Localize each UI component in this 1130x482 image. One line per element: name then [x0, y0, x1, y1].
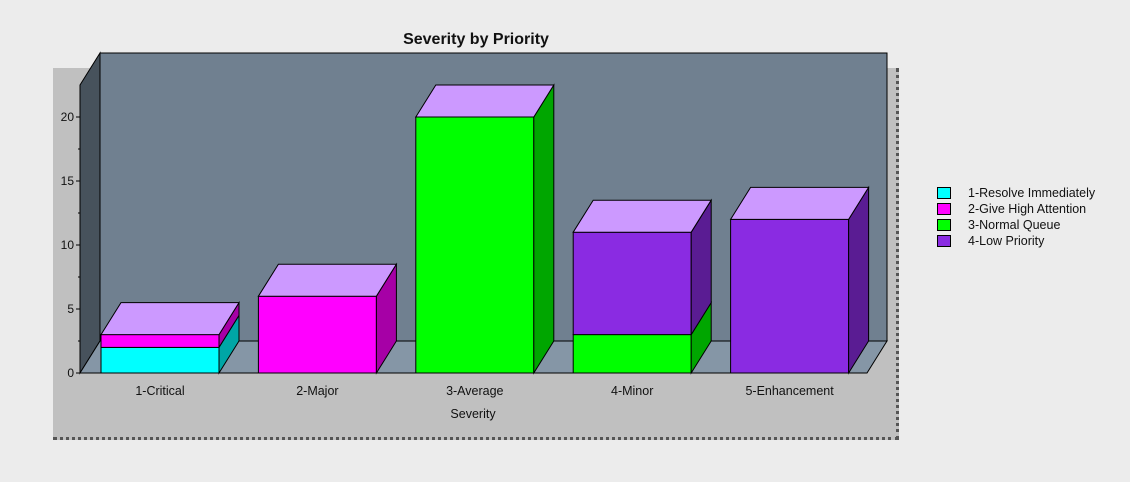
- bar-top-2: [414, 84, 555, 118]
- x-tick-label: 4-Minor: [611, 384, 653, 398]
- bar-top-3: [572, 199, 713, 233]
- legend-swatch: [937, 203, 951, 215]
- bar-segment-0-1: [100, 334, 220, 348]
- y-tick-label: 0: [67, 366, 74, 380]
- legend-item: 3-Normal Queue: [937, 217, 1095, 233]
- legend-label: 3-Normal Queue: [968, 218, 1061, 232]
- y-tick-label: 15: [61, 174, 75, 188]
- x-tick-label: 2-Major: [296, 384, 338, 398]
- bar-segment-2-0: [415, 116, 535, 374]
- legend-label: 2-Give High Attention: [968, 202, 1087, 216]
- y-tick-label: 20: [61, 110, 75, 124]
- y-tick-label: 5: [67, 302, 74, 316]
- bar-top-4: [729, 186, 870, 220]
- chart-title: Severity by Priority: [403, 31, 549, 48]
- bar-top-1: [257, 263, 398, 297]
- legend: 1-Resolve Immediately 2-Give High Attenti…: [937, 185, 1095, 249]
- bar-top-0: [100, 302, 240, 336]
- bar-segment-4-0: [730, 218, 850, 374]
- x-tick-label: 1-Critical: [135, 384, 184, 398]
- bar-segment-0-0: [100, 346, 220, 374]
- legend-swatch: [937, 187, 951, 199]
- legend-swatch: [937, 235, 951, 247]
- legend-item: 2-Give High Attention: [937, 201, 1095, 217]
- legend-label: 1-Resolve Immediately: [968, 186, 1096, 200]
- x-tick-label: 3-Average: [446, 384, 503, 398]
- legend-item: 4-Low Priority: [937, 233, 1095, 249]
- bar-segment-1-0: [257, 295, 377, 374]
- legend-item: 1-Resolve Immediately: [937, 185, 1095, 201]
- bar-side-2-0: [533, 83, 555, 375]
- legend-swatch: [937, 219, 951, 231]
- y-tick-label: 10: [61, 238, 75, 252]
- x-axis-title: Severity: [450, 407, 496, 421]
- bar-segment-3-1: [572, 231, 692, 336]
- bar-segment-3-0: [572, 334, 692, 374]
- x-tick-label: 5-Enhancement: [745, 384, 834, 398]
- left-wall: [79, 51, 101, 375]
- legend-label: 4-Low Priority: [968, 234, 1045, 248]
